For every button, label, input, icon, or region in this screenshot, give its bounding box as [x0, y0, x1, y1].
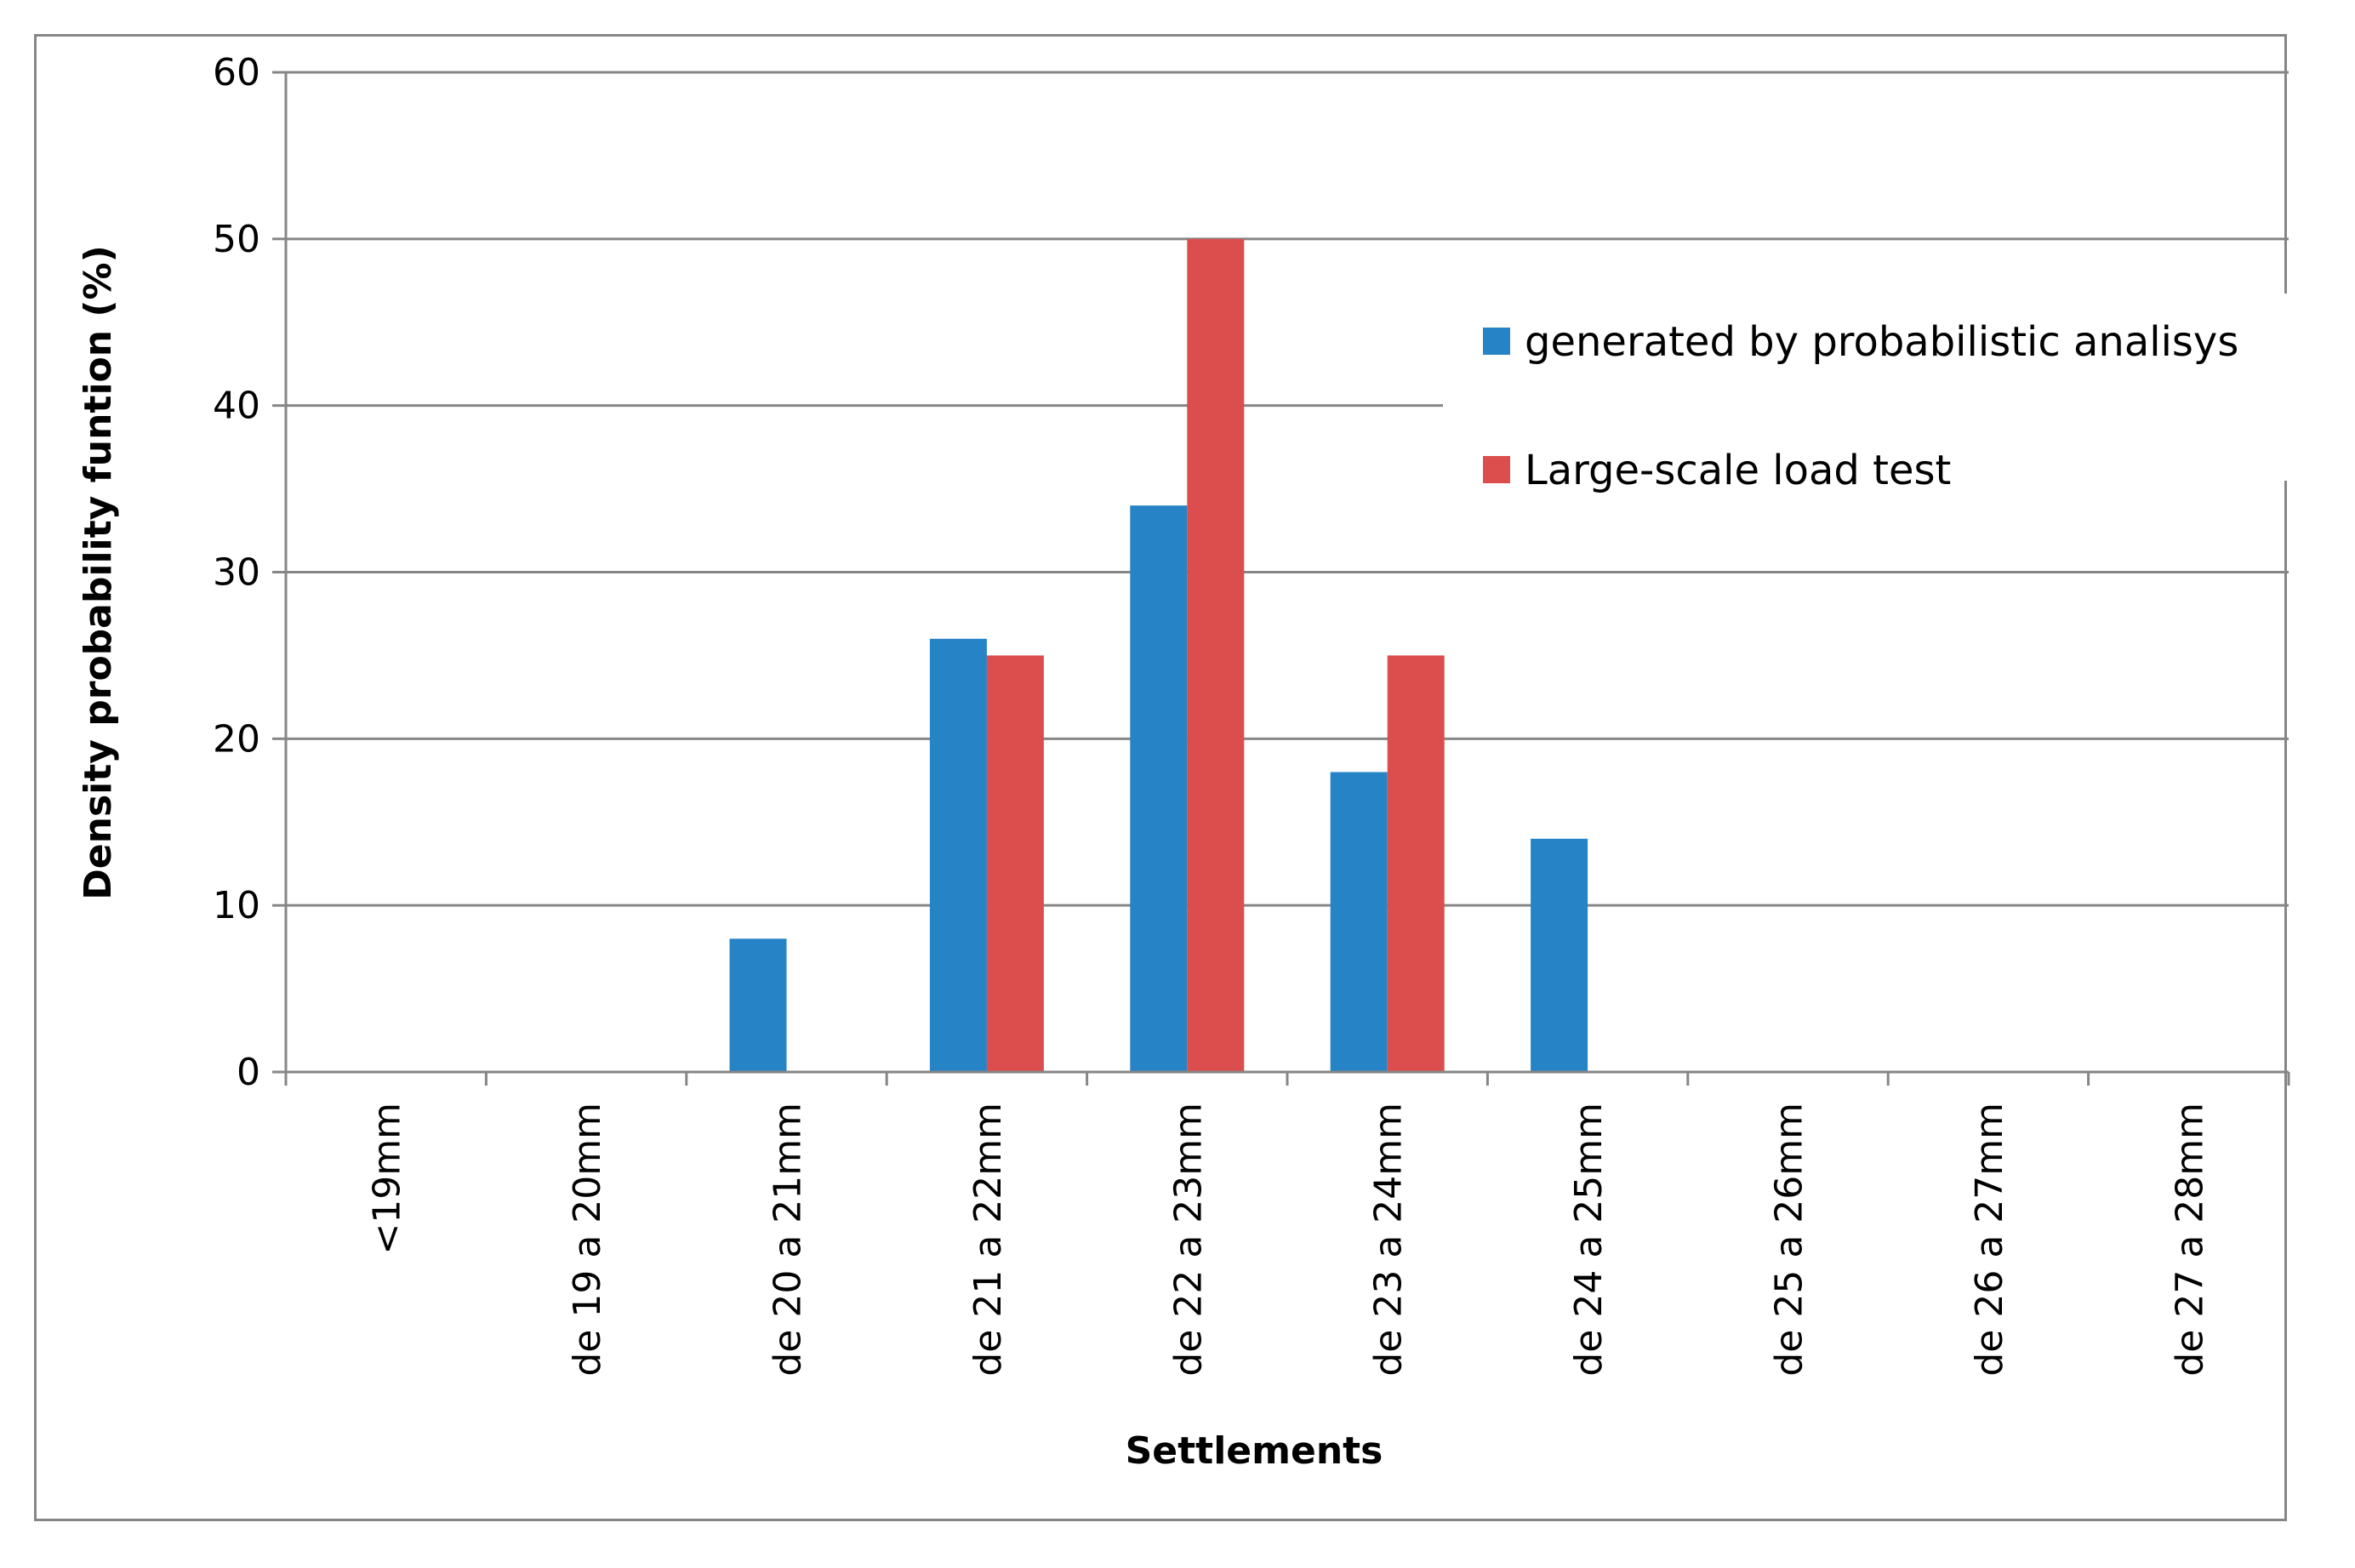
bar-generated	[929, 638, 987, 1072]
y-tick-label: 30	[213, 551, 260, 595]
y-tick-label: 50	[213, 218, 260, 261]
bar-generated	[729, 938, 787, 1072]
x-tick-label: <19mm	[366, 1103, 409, 1255]
y-tick-label: 0	[237, 1051, 260, 1094]
x-tick-label: de 26 a 27mm	[1968, 1103, 2011, 1377]
gridlines	[286, 71, 2289, 907]
y-tick-label: 20	[213, 717, 260, 761]
x-tick-labels: <19mm de 19 a 20mm de 20 a 21mm de 21 a 22m…	[366, 1103, 2212, 1377]
axes	[272, 71, 2290, 1086]
x-axis-title: Settlements	[1126, 1429, 1383, 1473]
legend-label: Large-scale load test	[1525, 447, 1951, 494]
y-tick-label: 60	[213, 51, 260, 94]
y-tick-label: 10	[213, 884, 260, 927]
legend-swatch	[1483, 456, 1510, 483]
bar-generated	[1330, 772, 1388, 1072]
x-tick-label: de 24 a 25mm	[1567, 1103, 1611, 1377]
legend: generated by probabilistic analisys Large…	[1483, 318, 2238, 494]
legend-label: generated by probabilistic analisys	[1525, 318, 2238, 366]
x-tick-label: de 27 a 28mm	[2168, 1103, 2211, 1377]
bar-load-test	[1387, 655, 1445, 1072]
y-axis-title: Density probability funtion (%)	[77, 245, 120, 899]
legend-background	[1443, 294, 2294, 481]
x-tick-label: de 22 a 23mm	[1166, 1103, 1210, 1377]
bar-generated	[1130, 505, 1188, 1072]
y-tick-label: 40	[213, 385, 260, 428]
x-tick-label: de 19 a 20mm	[566, 1103, 609, 1377]
x-tick-label: de 25 a 26mm	[1768, 1103, 1811, 1377]
legend-swatch	[1483, 328, 1510, 355]
bar-load-test	[1187, 238, 1245, 1072]
x-tick-label: de 20 a 21mm	[767, 1103, 810, 1377]
bars	[729, 238, 1588, 1072]
x-tick-label: de 23 a 24mm	[1367, 1103, 1411, 1377]
y-tick-labels: 0 10 20 30 40 50 60	[213, 51, 260, 1094]
bar-load-test	[986, 655, 1044, 1072]
bar-generated	[1531, 838, 1588, 1072]
x-tick-label: de 21 a 22mm	[967, 1103, 1010, 1377]
